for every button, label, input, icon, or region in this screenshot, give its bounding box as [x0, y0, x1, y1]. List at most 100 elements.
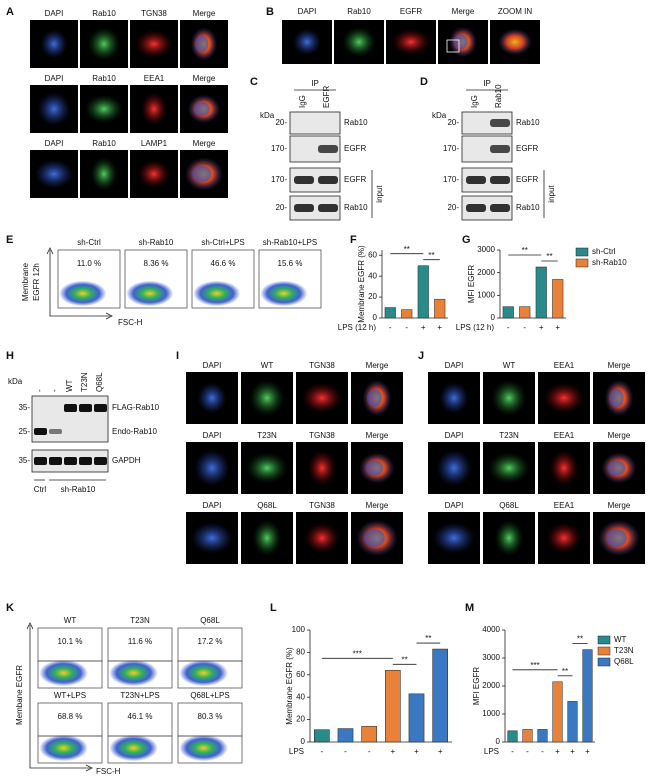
bar — [519, 306, 531, 319]
y-label: Membrane EGFR (%) — [357, 245, 366, 323]
y-tick-label: 4000 — [482, 625, 500, 634]
gate-percent: 46.6 % — [211, 259, 236, 268]
nucleus-signal — [609, 388, 624, 408]
band — [466, 176, 486, 184]
channel-label: Merge — [608, 431, 631, 440]
channel-label: TGN38 — [141, 9, 167, 18]
band — [64, 457, 77, 465]
cell-signal — [549, 449, 579, 487]
gate-percent: 68.8 % — [58, 712, 83, 721]
treatment-sign: - — [523, 323, 526, 332]
band — [490, 204, 510, 212]
bar — [417, 265, 429, 319]
panel-letter: M — [465, 602, 474, 614]
y-tick-label: 2000 — [477, 268, 495, 277]
plot-title: Q68L — [200, 616, 220, 625]
channel-label: T23N — [499, 431, 519, 440]
cell-signal — [249, 379, 285, 417]
channel-label: ZOOM IN — [498, 7, 532, 16]
treatment-sign: - — [507, 323, 510, 332]
cell-signal — [40, 29, 68, 59]
lane-label: Rab10 — [494, 84, 503, 108]
cell-signal — [134, 29, 174, 59]
x-label: FSC-H — [96, 767, 121, 776]
sig-label: ** — [404, 245, 410, 254]
channel-label: DAPI — [203, 361, 222, 370]
input-label: input — [375, 185, 384, 203]
nucleus-signal — [193, 101, 210, 117]
treatment-sign: - — [320, 747, 323, 756]
panel-letter: G — [462, 234, 471, 246]
y-tick-label: 1000 — [477, 290, 495, 299]
panel-letter: E — [6, 234, 13, 246]
flow-cloud — [39, 734, 88, 762]
bar — [401, 309, 413, 319]
legend-swatch — [575, 247, 589, 257]
mw-marker: 170- — [271, 144, 287, 153]
band — [294, 204, 314, 212]
channel-label: WT — [503, 361, 516, 370]
band-label: EGFR — [516, 175, 538, 184]
bar — [408, 693, 425, 743]
panel-letter: A — [6, 6, 14, 18]
band-label: EGFR — [344, 144, 366, 153]
band — [34, 428, 47, 435]
bar — [337, 728, 354, 743]
kda-label: kDa — [260, 111, 275, 120]
legend-label: WT — [614, 635, 627, 644]
lane-label: - — [50, 389, 59, 392]
flow-cloud — [179, 734, 228, 762]
cell-signal — [546, 522, 582, 554]
channel-label: DAPI — [203, 431, 222, 440]
treatment-label: LPS — [289, 747, 304, 756]
lane-label: - — [35, 389, 44, 392]
bar — [552, 279, 564, 319]
band — [318, 176, 338, 184]
blot-row — [289, 111, 341, 135]
channel-label: DAPI — [45, 9, 64, 18]
mw-marker: 20- — [447, 203, 459, 212]
x-label: FSC-H — [118, 318, 143, 327]
gate-percent: 8.36 % — [144, 259, 169, 268]
cell-signal — [543, 382, 585, 414]
sig-label: *** — [353, 649, 362, 658]
plot-title: sh-Ctrl+LPS — [201, 238, 244, 247]
flow-cloud — [179, 659, 228, 687]
bar — [432, 648, 448, 743]
cell-signal — [34, 159, 74, 189]
treatment-sign: + — [555, 323, 560, 332]
band-label: EGFR — [344, 175, 366, 184]
bar — [384, 307, 396, 319]
channel-label: Merge — [366, 361, 389, 370]
y-label: Membane EGFR — [15, 665, 24, 725]
lane-label: IgG — [470, 95, 479, 108]
channel-label: Q68L — [257, 501, 277, 510]
treatment-sign: - — [368, 747, 371, 756]
band-label: Endo-Rab10 — [112, 427, 157, 436]
mw-marker: 20- — [275, 203, 287, 212]
y-tick-label: 0 — [373, 313, 378, 322]
mw-marker: 170- — [443, 144, 459, 153]
channel-label: TGN38 — [309, 361, 335, 370]
channel-label: DAPI — [445, 361, 464, 370]
cell-signal — [301, 382, 343, 414]
y-tick-label: 1000 — [482, 709, 500, 718]
panel-letter: B — [266, 6, 274, 18]
cell-signal — [304, 522, 340, 554]
y-tick-label: 40 — [368, 271, 377, 280]
band-label: Rab10 — [344, 203, 368, 212]
band-label: FLAG-Rab10 — [112, 403, 160, 412]
band-label: Rab10 — [516, 118, 540, 127]
ip-label: IP — [311, 79, 319, 88]
channel-label: Rab10 — [92, 9, 116, 18]
bar — [434, 298, 446, 319]
cell-signal — [90, 157, 118, 191]
y-label: Membrane EGFR (%) — [285, 647, 294, 725]
band — [490, 145, 510, 153]
flow-cloud — [126, 280, 174, 307]
channel-label: Merge — [366, 431, 389, 440]
nucleus-signal — [364, 528, 385, 548]
channel-label: DAPI — [45, 139, 64, 148]
cell-signal — [488, 452, 530, 484]
